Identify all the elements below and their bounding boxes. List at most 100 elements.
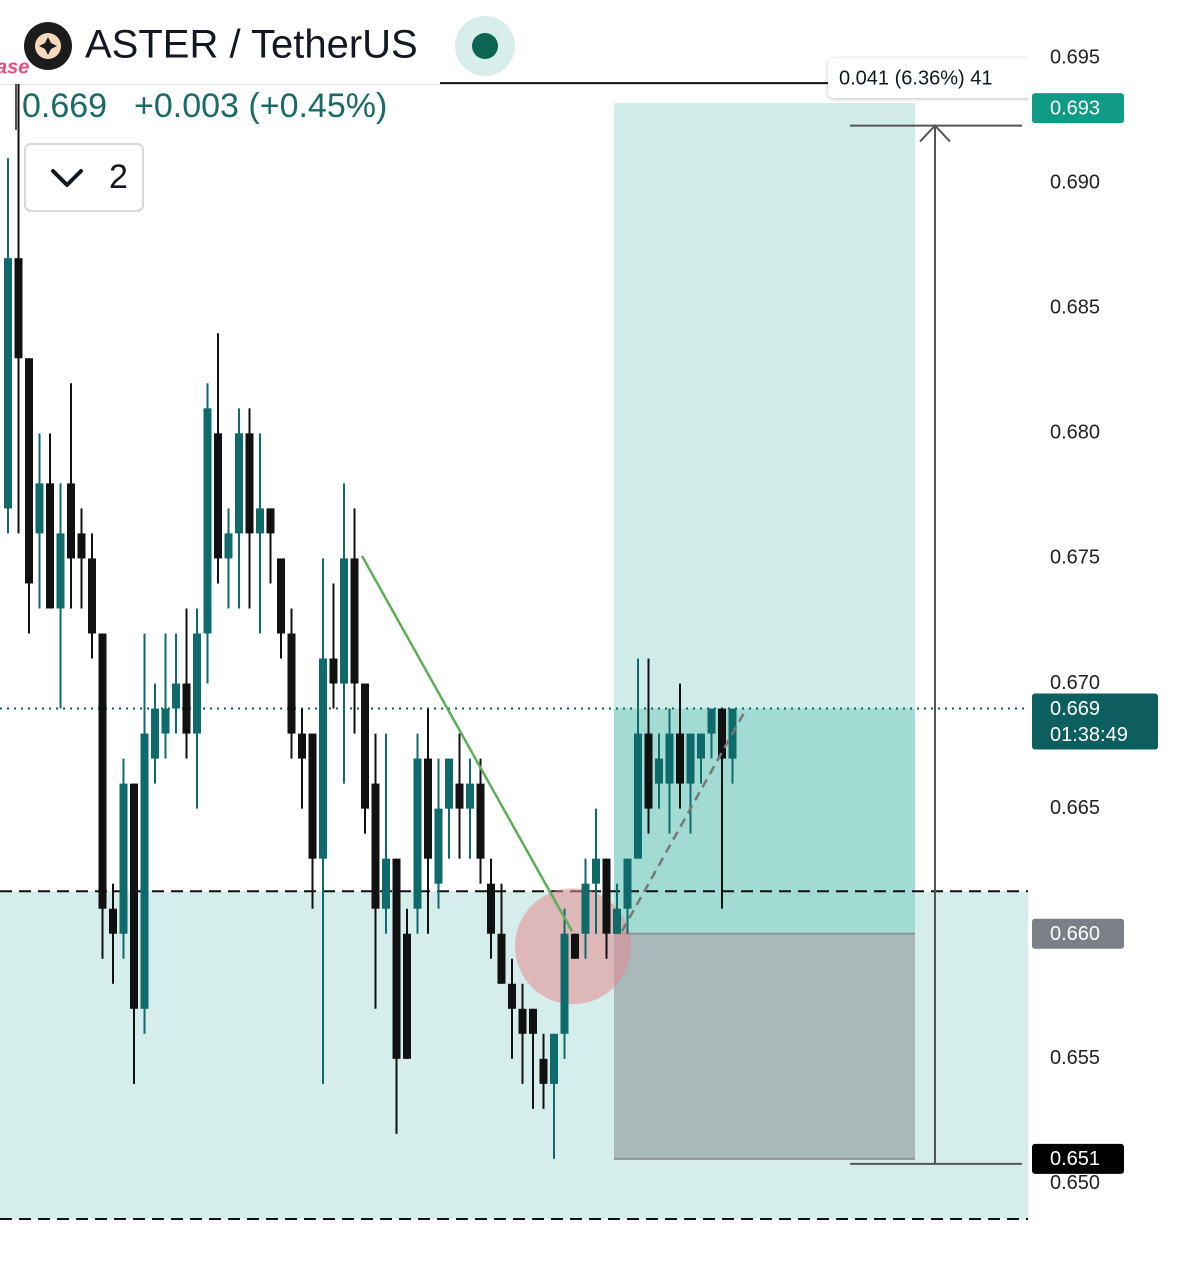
candle-body: [224, 533, 233, 559]
candle-body: [350, 558, 359, 684]
candle-body: [361, 683, 369, 809]
candle-body: [371, 783, 380, 909]
candle-body: [130, 783, 138, 1009]
candle-body: [308, 733, 317, 859]
loss-zone: [614, 933, 915, 1159]
candle-body: [235, 433, 243, 534]
candle-body: [655, 758, 663, 784]
candle-body: [109, 908, 117, 934]
candle-body: [56, 533, 65, 609]
last-price: 0.669: [22, 87, 107, 125]
candle-body: [98, 633, 107, 909]
symbol-title: ASTER / TetherUS: [85, 23, 418, 67]
candle-body: [266, 508, 275, 534]
candle-body: [602, 858, 611, 934]
candle-body: [550, 1033, 558, 1084]
candle-body: [697, 733, 705, 759]
candle-body: [277, 558, 285, 634]
candle-body: [571, 933, 579, 959]
y-tick-label: 0.670: [1050, 672, 1100, 694]
symbol-icon-star: [39, 37, 57, 55]
y-tick-label: 0.665: [1050, 797, 1100, 819]
price-tag-label: 0.651: [1050, 1148, 1100, 1170]
status-dot: [472, 33, 498, 59]
candle-body: [77, 533, 86, 559]
candle-body: [539, 1058, 548, 1084]
price-tag: [1032, 93, 1124, 124]
candle-body: [403, 933, 411, 1059]
candle-body: [67, 483, 75, 559]
candle-body: [686, 733, 695, 784]
candle-body: [581, 883, 590, 934]
candle-body: [382, 858, 390, 909]
plot-area: 0.041 (6.36%) 41: [0, 33, 1028, 1220]
price-change: +0.003 (+0.45%): [134, 87, 387, 125]
candle-body: [424, 758, 432, 859]
partial-label: ase: [0, 56, 29, 78]
candle-body: [466, 783, 474, 809]
y-tick-label: 0.655: [1050, 1047, 1100, 1069]
candle-body: [35, 483, 44, 534]
price-tag-countdown: 01:38:49: [1050, 724, 1128, 746]
candle-body: [161, 708, 170, 734]
price-axis: 0.695 0.690 0.685 0.680 0.675 0.670 0.665 0.660…: [1032, 46, 1158, 1194]
candle-body: [518, 1008, 527, 1034]
candle-body: [707, 708, 716, 734]
chevron-icon: [51, 169, 83, 187]
candle-body: [560, 933, 569, 1034]
candle-body: [14, 258, 23, 359]
candle-body: [613, 908, 621, 934]
candle-body: [151, 708, 159, 759]
y-tick-label: 0.685: [1050, 297, 1100, 319]
price-tag-label: 0.669: [1050, 698, 1100, 720]
y-tick-label: 0.690: [1050, 171, 1100, 193]
candle-body: [676, 733, 684, 784]
candle-body: [182, 683, 191, 734]
candle-body: [529, 1008, 537, 1034]
candle-body: [25, 358, 33, 584]
candle-body: [455, 783, 464, 809]
candle-body: [634, 733, 642, 859]
price-tag: [1032, 918, 1124, 949]
candle-body: [245, 433, 254, 534]
candle-body: [592, 858, 600, 884]
y-tick-label: 0.695: [1050, 46, 1100, 68]
projection-line: [620, 710, 747, 932]
candle-body: [203, 408, 212, 634]
header-bg: [0, 0, 440, 84]
candle-body: [172, 683, 180, 709]
candle-body: [214, 433, 222, 559]
candle-body: [392, 858, 401, 1059]
candle-body: [497, 933, 506, 984]
price-tag: [1032, 1143, 1124, 1174]
candle-body: [4, 258, 12, 509]
y-tick-label: 0.680: [1050, 422, 1100, 444]
candle-body: [434, 808, 443, 884]
price-tag: [1032, 693, 1158, 750]
measure-tooltip: [828, 58, 1028, 98]
candle-body: [476, 783, 485, 859]
candle-body: [329, 658, 338, 684]
candle-body: [340, 558, 348, 684]
candle-body: [193, 633, 201, 734]
candle-body: [487, 883, 495, 934]
candle-body: [413, 758, 422, 909]
trend-line: [360, 555, 574, 932]
price-tag-label: 0.693: [1050, 97, 1100, 119]
candle-body: [319, 658, 327, 859]
candle-body: [665, 733, 674, 784]
indicator-count: 2: [109, 158, 128, 196]
indicators-toggle[interactable]: [24, 143, 144, 212]
candle-body: [718, 708, 726, 759]
candle-body: [46, 483, 54, 609]
candle-body: [445, 758, 453, 809]
candle-body: [140, 733, 149, 1009]
profit-filled: [614, 708, 915, 934]
measure-label: 0.041 (6.36%) 41: [839, 67, 992, 89]
measure-arrowhead: [919, 124, 951, 143]
y-tick-label: 0.675: [1050, 547, 1100, 569]
candle-body: [508, 983, 516, 1009]
candle-body: [119, 783, 128, 934]
